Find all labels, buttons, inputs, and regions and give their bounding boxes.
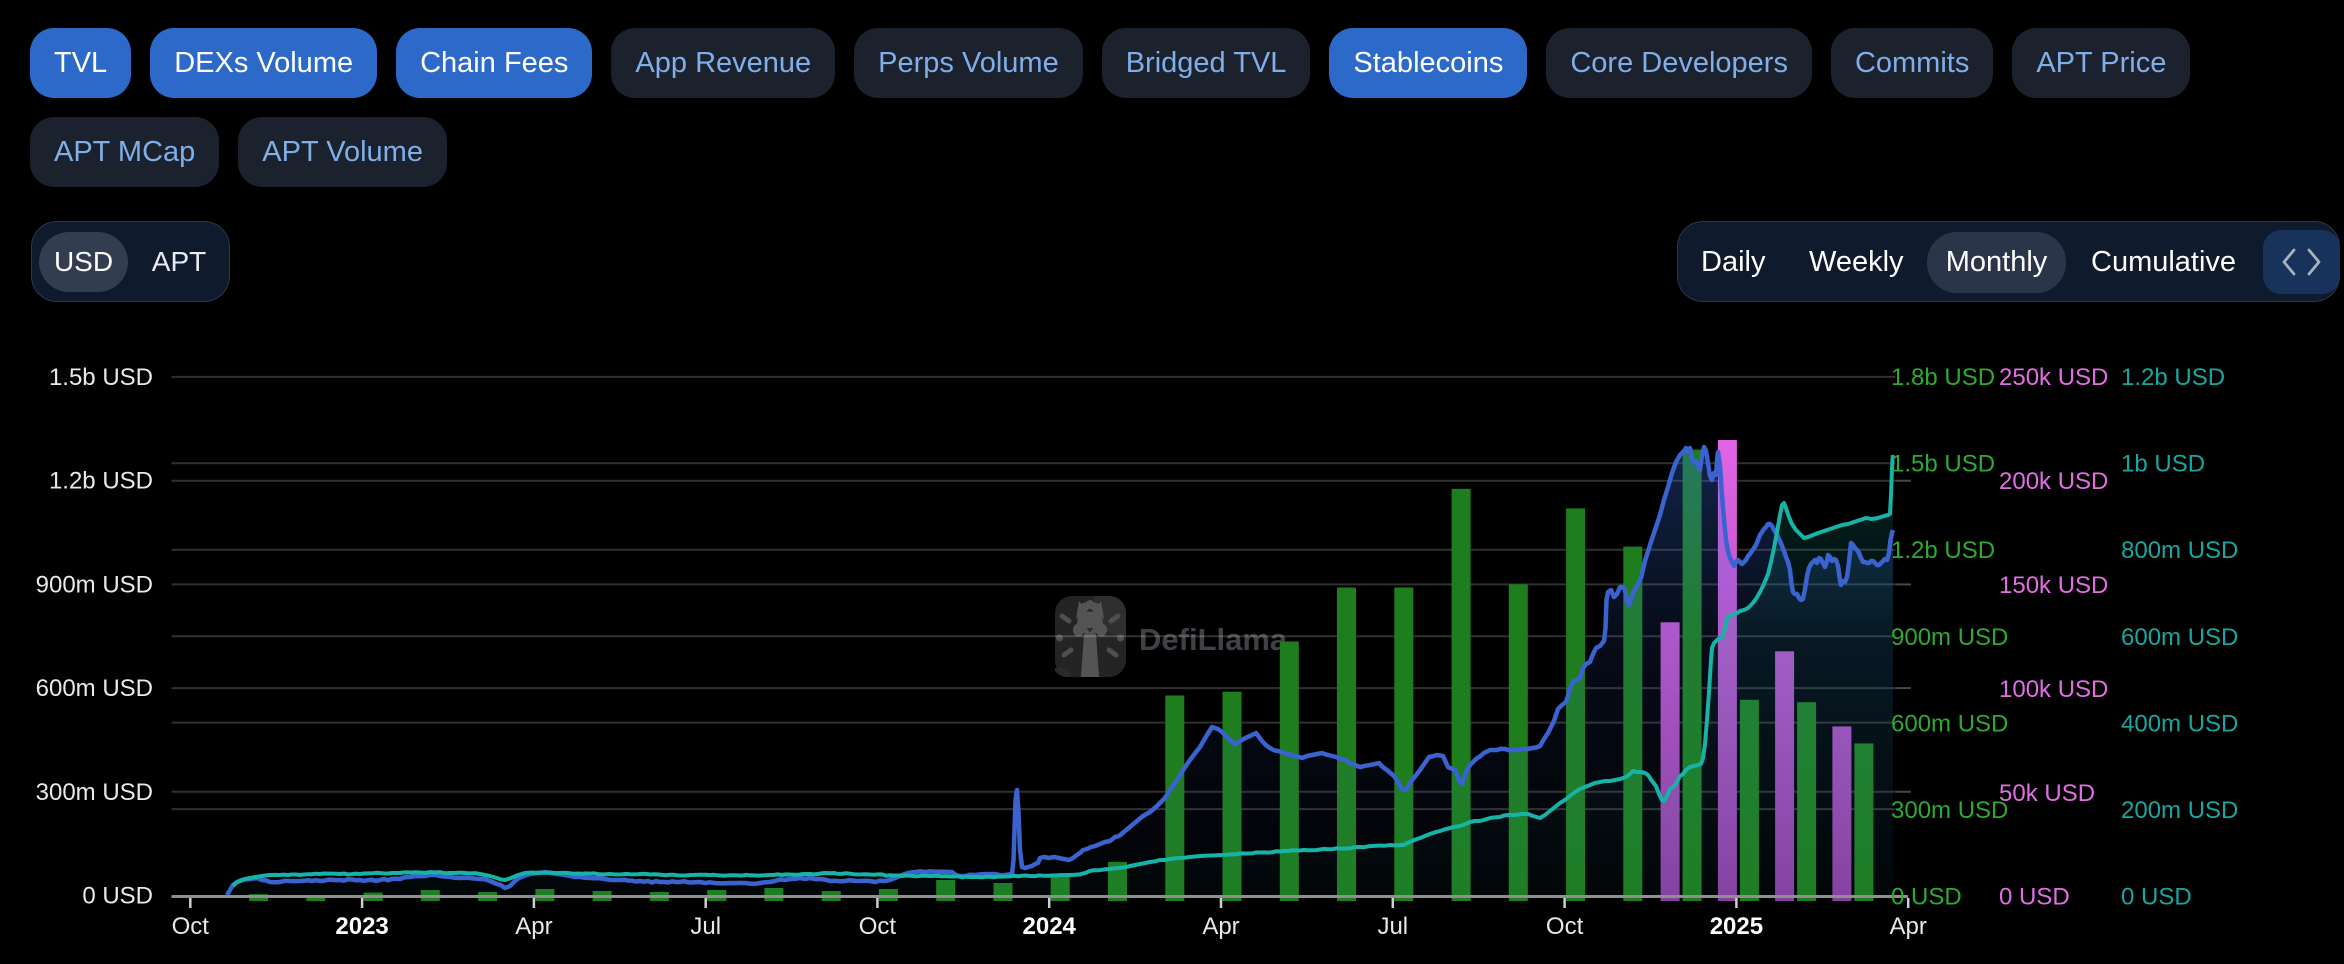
svg-text:0 USD: 0 USD — [1891, 884, 1962, 911]
svg-text:600m USD: 600m USD — [36, 675, 153, 702]
svg-text:0 USD: 0 USD — [82, 883, 153, 910]
svg-text:Jul: Jul — [690, 913, 721, 940]
svg-text:400m USD: 400m USD — [2121, 710, 2238, 737]
svg-text:300m USD: 300m USD — [1891, 797, 2008, 824]
svg-text:Apr: Apr — [1890, 913, 1927, 940]
svg-text:250k USD: 250k USD — [1999, 364, 2108, 391]
svg-text:Apr: Apr — [1202, 913, 1239, 940]
svg-text:150k USD: 150k USD — [1999, 572, 2108, 599]
svg-text:Oct: Oct — [172, 913, 210, 940]
svg-text:Oct: Oct — [859, 913, 897, 940]
svg-text:1.5b USD: 1.5b USD — [1891, 451, 1995, 478]
svg-text:1b USD: 1b USD — [2121, 451, 2205, 478]
svg-text:50k USD: 50k USD — [1999, 780, 2095, 807]
svg-text:600m USD: 600m USD — [1891, 710, 2008, 737]
svg-text:2024: 2024 — [1023, 913, 1077, 940]
svg-text:Apr: Apr — [515, 913, 552, 940]
svg-text:900m USD: 900m USD — [1891, 624, 2008, 651]
svg-text:1.2b USD: 1.2b USD — [1891, 537, 1995, 564]
svg-text:100k USD: 100k USD — [1999, 676, 2108, 703]
svg-text:Oct: Oct — [1546, 913, 1584, 940]
svg-text:800m USD: 800m USD — [2121, 537, 2238, 564]
svg-text:600m USD: 600m USD — [2121, 624, 2238, 651]
svg-text:1.2b USD: 1.2b USD — [49, 468, 153, 495]
svg-text:1.2b USD: 1.2b USD — [2121, 364, 2225, 391]
svg-text:900m USD: 900m USD — [36, 571, 153, 598]
svg-text:200k USD: 200k USD — [1999, 468, 2108, 495]
svg-text:1.5b USD: 1.5b USD — [49, 364, 153, 391]
svg-text:1.8b USD: 1.8b USD — [1891, 364, 1995, 391]
svg-text:0 USD: 0 USD — [1999, 884, 2070, 911]
svg-text:Jul: Jul — [1377, 913, 1408, 940]
svg-text:200m USD: 200m USD — [2121, 797, 2238, 824]
svg-text:DefiLlama: DefiLlama — [1139, 622, 1288, 657]
svg-text:0 USD: 0 USD — [2121, 884, 2192, 911]
svg-text:300m USD: 300m USD — [36, 779, 153, 806]
svg-text:2025: 2025 — [1710, 913, 1763, 940]
svg-text:2023: 2023 — [335, 913, 388, 940]
